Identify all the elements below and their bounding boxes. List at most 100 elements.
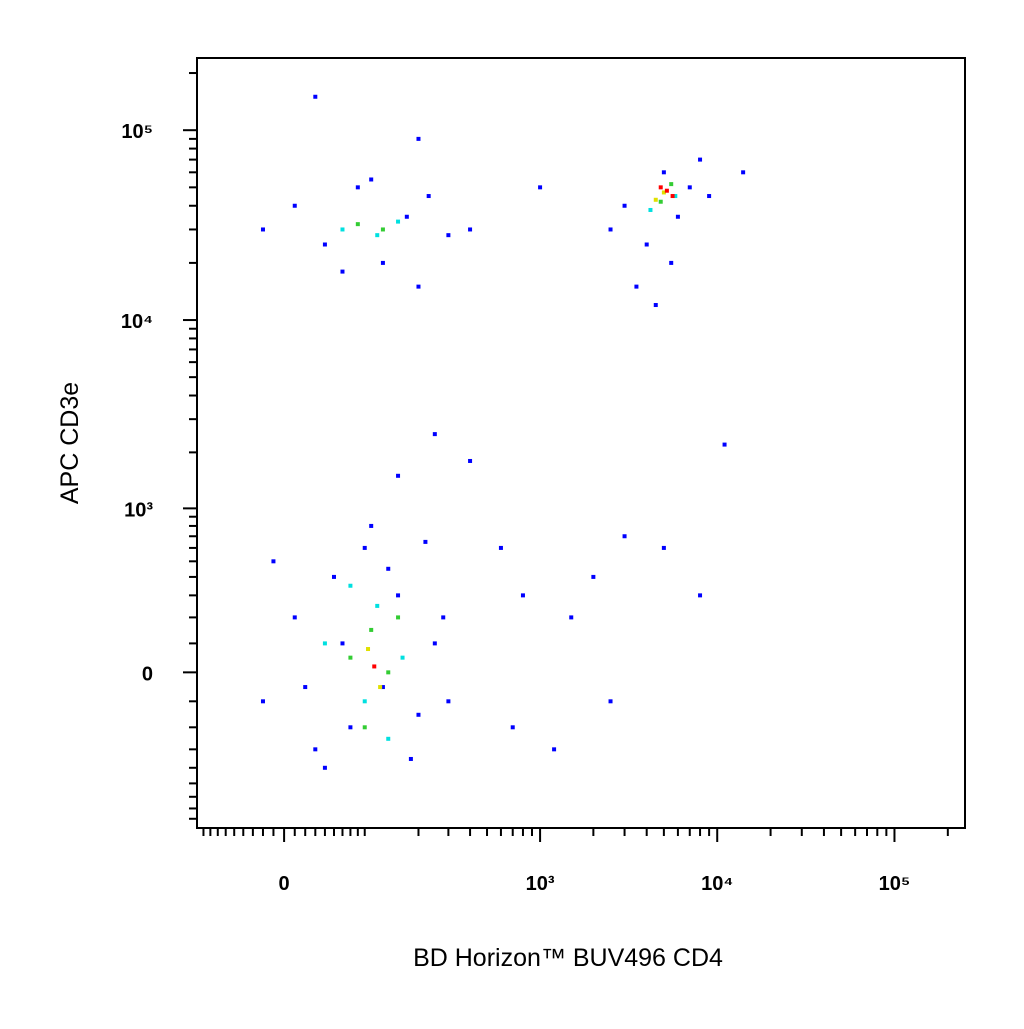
data-point bbox=[661, 545, 666, 550]
data-point bbox=[362, 545, 367, 550]
data-point bbox=[622, 203, 627, 208]
data-point bbox=[698, 157, 703, 162]
data-point bbox=[658, 185, 663, 190]
data-point bbox=[355, 222, 360, 227]
data-point bbox=[707, 194, 712, 199]
data-point bbox=[340, 227, 345, 232]
y-axis-label: APC CD3e bbox=[56, 382, 84, 504]
data-point bbox=[416, 284, 421, 289]
data-point bbox=[432, 641, 437, 646]
y-tick-label: 0 bbox=[142, 663, 153, 685]
data-point bbox=[644, 242, 649, 247]
data-point bbox=[669, 182, 674, 187]
data-point bbox=[441, 615, 446, 620]
data-point bbox=[322, 242, 327, 247]
data-point bbox=[653, 303, 658, 308]
data-point bbox=[446, 699, 451, 704]
data-point bbox=[416, 712, 421, 717]
data-point bbox=[552, 747, 557, 752]
data-point bbox=[340, 269, 345, 274]
data-point bbox=[271, 559, 276, 564]
x-tick-label: 10³ bbox=[526, 873, 555, 895]
data-point bbox=[386, 670, 391, 675]
data-point bbox=[661, 170, 666, 175]
data-point bbox=[673, 194, 678, 199]
y-tick-label: 10³ bbox=[124, 499, 153, 521]
data-point bbox=[260, 699, 265, 704]
data-point bbox=[292, 203, 297, 208]
data-point bbox=[698, 593, 703, 598]
data-point bbox=[380, 260, 385, 265]
data-point bbox=[313, 747, 318, 752]
data-point bbox=[687, 185, 692, 190]
data-point bbox=[362, 699, 367, 704]
data-point bbox=[608, 227, 613, 232]
data-point bbox=[366, 647, 371, 652]
data-point bbox=[396, 219, 401, 224]
data-point bbox=[423, 539, 428, 544]
data-point bbox=[520, 593, 525, 598]
plot-frame bbox=[196, 57, 966, 829]
data-point bbox=[569, 615, 574, 620]
data-point bbox=[386, 566, 391, 571]
data-point bbox=[322, 765, 327, 770]
data-point bbox=[375, 233, 380, 238]
x-tick-label: 10⁴ bbox=[701, 873, 733, 895]
data-point bbox=[380, 685, 385, 690]
data-point bbox=[648, 207, 653, 212]
data-point bbox=[372, 664, 377, 669]
data-point bbox=[331, 574, 336, 579]
x-tick-label: 0 bbox=[279, 873, 290, 895]
data-point bbox=[591, 574, 596, 579]
data-point bbox=[408, 756, 413, 761]
data-point bbox=[303, 685, 308, 690]
data-point bbox=[396, 615, 401, 620]
data-point bbox=[313, 94, 318, 99]
data-point bbox=[348, 725, 353, 730]
data-point bbox=[396, 593, 401, 598]
data-point bbox=[658, 199, 663, 204]
data-point bbox=[380, 227, 385, 232]
data-point bbox=[608, 699, 613, 704]
data-point bbox=[340, 641, 345, 646]
data-point bbox=[375, 603, 380, 608]
data-point bbox=[722, 442, 727, 447]
data-point bbox=[634, 284, 639, 289]
data-point bbox=[348, 583, 353, 588]
data-point bbox=[386, 736, 391, 741]
data-point bbox=[348, 655, 353, 660]
x-tick-label: 10⁵ bbox=[879, 873, 911, 895]
data-point bbox=[510, 725, 515, 730]
data-point bbox=[416, 136, 421, 141]
data-point bbox=[426, 194, 431, 199]
data-point bbox=[369, 523, 374, 528]
data-point bbox=[670, 194, 675, 199]
data-point bbox=[292, 615, 297, 620]
data-point bbox=[622, 534, 627, 539]
data-point bbox=[498, 545, 503, 550]
data-point bbox=[661, 190, 666, 195]
y-tick-label: 10⁵ bbox=[121, 121, 153, 143]
data-point bbox=[355, 185, 360, 190]
data-point bbox=[400, 655, 405, 660]
data-point bbox=[675, 214, 680, 219]
data-point bbox=[322, 641, 327, 646]
data-point bbox=[260, 227, 265, 232]
data-point bbox=[653, 197, 658, 202]
data-point bbox=[538, 185, 543, 190]
y-tick-label: 10⁴ bbox=[121, 311, 153, 333]
data-point bbox=[669, 260, 674, 265]
data-point bbox=[369, 177, 374, 182]
data-point bbox=[741, 170, 746, 175]
data-point bbox=[362, 725, 367, 730]
data-point bbox=[396, 473, 401, 478]
data-point bbox=[446, 233, 451, 238]
data-point bbox=[369, 627, 374, 632]
data-point bbox=[432, 432, 437, 437]
data-point bbox=[468, 227, 473, 232]
data-point bbox=[378, 685, 383, 690]
data-point bbox=[404, 214, 409, 219]
data-point bbox=[468, 458, 473, 463]
x-axis-label: BD Horizon™ BUV496 CD4 bbox=[413, 944, 723, 972]
